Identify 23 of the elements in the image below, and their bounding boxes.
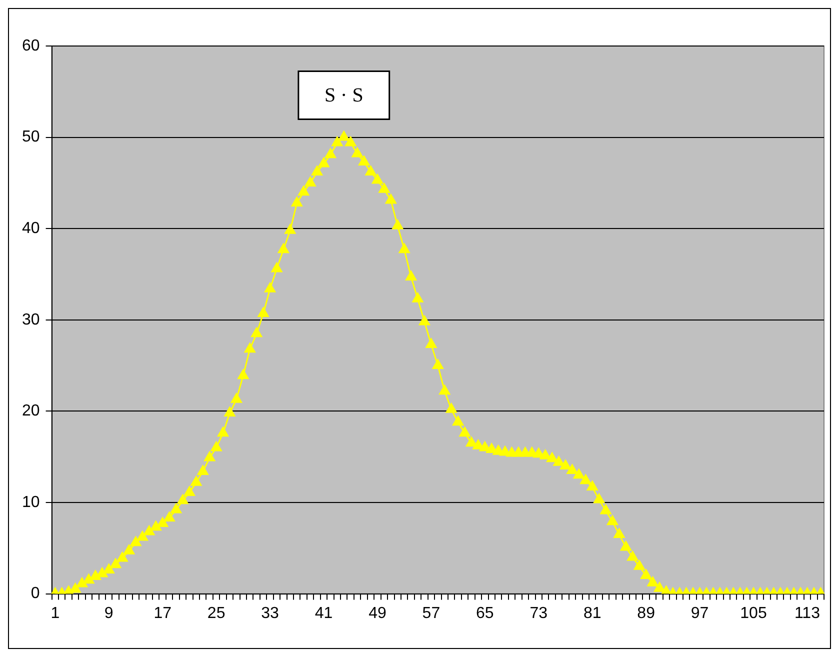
y-tick-label: 30: [22, 311, 40, 328]
y-tick-label: 0: [30, 585, 40, 602]
x-tick-label: 57: [422, 604, 440, 622]
y-tick-label: 40: [22, 220, 40, 238]
x-tick-label: 1: [50, 604, 60, 622]
x-tick-label: 17: [154, 604, 172, 622]
x-tick-label: 33: [261, 604, 280, 622]
x-tick-label: 25: [207, 604, 226, 622]
x-tick-label: 97: [690, 604, 709, 622]
y-tick-label: 50: [22, 128, 40, 146]
x-tick-label: 73: [530, 604, 548, 622]
x-tick-label: 65: [476, 604, 494, 622]
x-tick-label: 113: [794, 604, 820, 622]
x-tick-label: 41: [314, 604, 333, 622]
x-tick-label: 9: [104, 604, 114, 622]
x-tick-label: 81: [583, 604, 602, 622]
x-tick-label: 49: [368, 604, 386, 622]
x-tick-label: 105: [740, 604, 767, 622]
x-tick-label: 89: [637, 604, 656, 622]
y-tick-label: 10: [22, 494, 40, 511]
y-tick-label: 20: [22, 402, 40, 420]
y-tick-label: 60: [22, 37, 40, 54]
annotation: S · S: [324, 84, 364, 107]
